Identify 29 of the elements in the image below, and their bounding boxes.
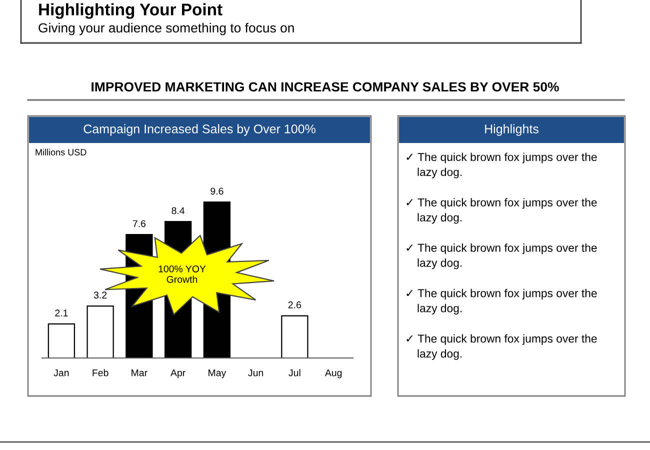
text: ✓ The quick brown fox jumps over the lazy dog. xyxy=(406,243,597,270)
chart-title: Campaign Increased Sales by Over 100% xyxy=(84,124,316,136)
text: IMPROVED MARKETING CAN INCREASE COMPANY SALES BY OVER 50% xyxy=(92,82,559,92)
text: ✓ The quick brown fox jumps over the lazy dog. xyxy=(406,288,597,315)
annotation: 100% YOY Growth xyxy=(158,265,206,283)
data-label: 2.6 xyxy=(288,301,302,308)
x-tick-label: Apr xyxy=(170,369,186,378)
bar xyxy=(48,323,76,358)
bar xyxy=(281,315,308,358)
x-tick-label: May xyxy=(208,369,226,378)
data-label: 7.6 xyxy=(132,220,146,228)
data-label: 3.2 xyxy=(94,292,107,299)
data-label: 2.1 xyxy=(55,310,68,316)
x-tick-label: Aug xyxy=(324,369,342,378)
text: Highlighting Your Point xyxy=(39,3,222,19)
text: Giving your audience something to focus on xyxy=(38,22,294,36)
text: ✓ The quick brown fox jumps over the lazy dog. xyxy=(406,198,597,224)
bar xyxy=(86,305,114,358)
text: ✓ The quick brown fox jumps over the lazy dog. xyxy=(406,152,597,178)
x-tick-label: Jul xyxy=(288,369,300,376)
x-tick-label: Mar xyxy=(132,369,148,376)
x-tick-label: Feb xyxy=(92,369,108,376)
x-tick-label: Jan xyxy=(54,369,69,376)
x-tick-label: Jun xyxy=(248,369,264,376)
text: ✓ The quick brown fox jumps over the lazy dog. xyxy=(406,334,597,360)
data-label: 9.6 xyxy=(210,188,224,195)
text: Highlights xyxy=(485,124,538,136)
y-axis-title: Millions USD xyxy=(36,148,86,156)
data-label: 8.4 xyxy=(172,207,185,214)
